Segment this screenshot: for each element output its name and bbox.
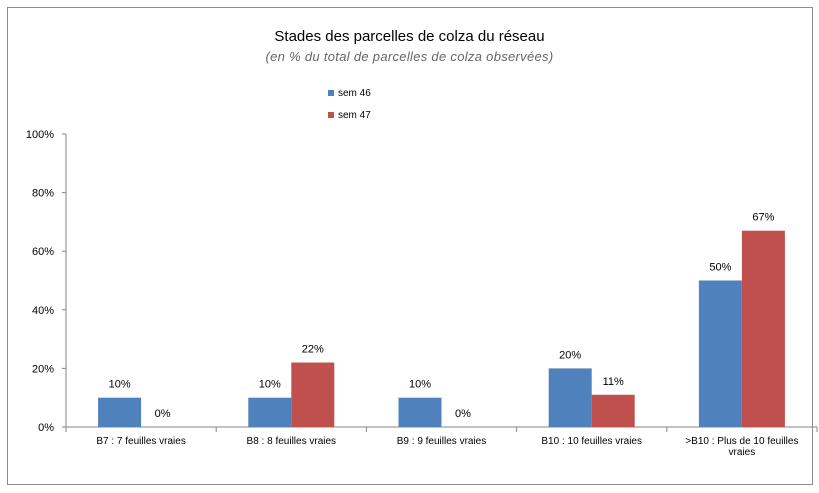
data-label: 10% (259, 379, 281, 391)
data-label: 67% (752, 212, 774, 224)
bar-sem-46 (698, 280, 742, 427)
x-tick-label: >B10 : Plus de 10 feuilles (685, 436, 798, 447)
x-tick-label: B10 : 10 feuilles vraies (541, 436, 642, 447)
y-tick-label: 80% (32, 188, 54, 200)
legend-swatch-sem-46 (328, 90, 334, 96)
bar-sem-46 (548, 368, 592, 427)
y-tick-label: 0% (38, 422, 54, 434)
y-tick-label: 100% (26, 129, 54, 141)
data-label: 0% (155, 408, 171, 420)
bar-sem-46 (98, 397, 142, 427)
data-label: 50% (709, 262, 731, 274)
x-tick-label: B8 : 8 feuilles vraies (247, 436, 337, 447)
legend-label-sem-46: sem 46 (338, 87, 371, 99)
bar-sem-47 (591, 394, 635, 427)
bar-sem-47 (291, 362, 335, 427)
data-label: 0% (455, 408, 471, 420)
x-tick-label: B9 : 9 feuilles vraies (397, 436, 487, 447)
legend-item-sem-46: sem 46 (328, 84, 371, 102)
data-label: 11% (603, 376, 624, 388)
x-tick-label: vraies (729, 447, 756, 458)
data-label: 20% (559, 349, 581, 361)
y-tick-label: 20% (32, 363, 54, 375)
y-tick-label: 40% (32, 305, 54, 317)
chart-title: Stades des parcelles de colza du réseau (274, 28, 545, 45)
legend-item-sem-47: sem 47 (328, 106, 371, 124)
x-tick-label: B7 : 7 feuilles vraies (96, 436, 186, 447)
data-label: 22% (302, 344, 324, 356)
bar-sem-46 (398, 397, 442, 427)
bar-sem-47 (741, 230, 785, 427)
bar-sem-46 (248, 397, 292, 427)
data-label: 10% (409, 379, 431, 391)
data-label: 10% (109, 379, 131, 391)
legend-swatch-sem-47 (328, 112, 334, 118)
chart-subtitle: (en % du total de parcelles de colza obs… (265, 49, 554, 64)
y-tick-label: 60% (32, 246, 54, 258)
chart-legend: sem 46 sem 47 (328, 84, 371, 128)
legend-label-sem-47: sem 47 (338, 109, 371, 121)
